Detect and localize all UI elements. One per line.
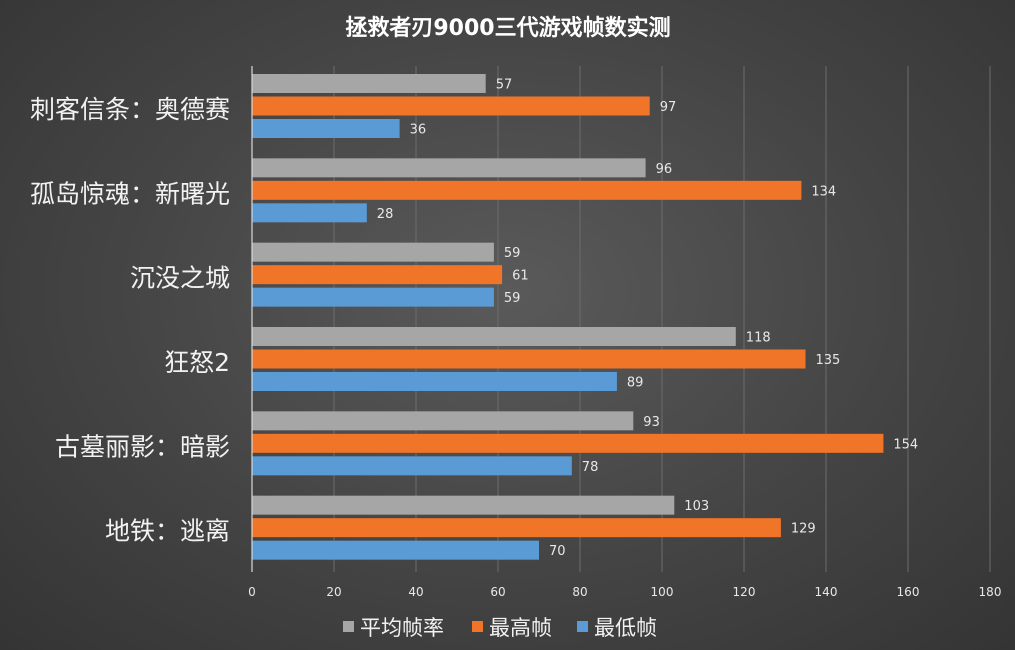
data-label: 59	[504, 291, 521, 306]
bar-2-0	[252, 119, 400, 138]
legend-label: 最低帧	[594, 616, 657, 640]
bar-1-4	[252, 433, 884, 453]
data-label: 118	[746, 331, 771, 346]
bar-0-5	[252, 495, 675, 515]
bar-1-3	[252, 349, 806, 369]
x-tick-label: 140	[815, 585, 838, 599]
x-tick-label: 60	[490, 585, 505, 599]
bar-1-1	[252, 180, 802, 200]
x-tick-label: 120	[733, 585, 756, 599]
x-tick-label: 40	[408, 585, 423, 599]
chart-title: 拯救者刃9000三代游戏帧数实测	[345, 15, 670, 41]
data-label: 103	[684, 499, 709, 514]
category-label: 沉没之城	[130, 264, 230, 293]
data-label: 97	[660, 100, 677, 115]
legend-swatch	[472, 621, 483, 632]
data-label: 129	[791, 522, 816, 537]
bar-1-5	[252, 518, 781, 538]
data-label: 70	[549, 544, 566, 559]
x-tick-label: 100	[651, 585, 674, 599]
bar-0-3	[252, 327, 736, 346]
category-label: 狂怒2	[164, 348, 230, 377]
x-tick-label: 20	[326, 585, 341, 599]
bars-group: 57 97 36 96 134 28 59 61 59 118 135 89 93 154 78 103 129…	[252, 74, 918, 560]
data-label: 59	[504, 246, 521, 261]
legend-label: 最高帧	[489, 616, 552, 640]
bar-0-0	[252, 74, 486, 93]
bar-2-5	[252, 540, 539, 560]
data-label: 61	[512, 269, 529, 284]
legend-swatch	[577, 621, 588, 632]
legend-swatch	[343, 621, 354, 632]
legend: 平均帧率 最高帧 最低帧	[343, 616, 657, 640]
x-tick-label: 180	[979, 585, 1002, 599]
x-tick-label: 80	[572, 585, 587, 599]
category-label: 古墓丽影：暗影	[55, 432, 230, 461]
data-label: 96	[656, 162, 673, 177]
bar-0-4	[252, 411, 634, 431]
category-label: 孤岛惊魂：新曙光	[30, 179, 230, 208]
x-tick-labels: 0 20 40 60 80 100 120 140 160 180	[248, 585, 1001, 599]
bar-2-4	[252, 456, 572, 476]
data-label: 89	[627, 376, 644, 391]
category-label: 刺客信条：奥德赛	[30, 95, 230, 124]
data-label: 78	[582, 460, 599, 475]
category-label: 地铁：逃离	[105, 517, 230, 546]
bar-2-1	[252, 203, 367, 223]
bar-0-2	[252, 242, 494, 262]
x-tick-label: 160	[897, 585, 920, 599]
bar-2-3	[252, 372, 617, 391]
data-label: 135	[816, 353, 841, 368]
bar-0-1	[252, 158, 646, 178]
data-label: 28	[377, 207, 394, 222]
data-label: 57	[496, 78, 513, 93]
data-label: 134	[811, 184, 836, 199]
bar-1-2	[252, 265, 503, 285]
data-label: 36	[410, 123, 427, 138]
gridlines	[333, 66, 991, 572]
legend-label: 平均帧率	[360, 616, 444, 640]
x-tick-label: 0	[248, 585, 256, 599]
bar-1-0	[252, 96, 650, 116]
data-label: 93	[643, 415, 660, 430]
data-label: 154	[893, 437, 918, 452]
bar-2-2	[252, 287, 494, 307]
